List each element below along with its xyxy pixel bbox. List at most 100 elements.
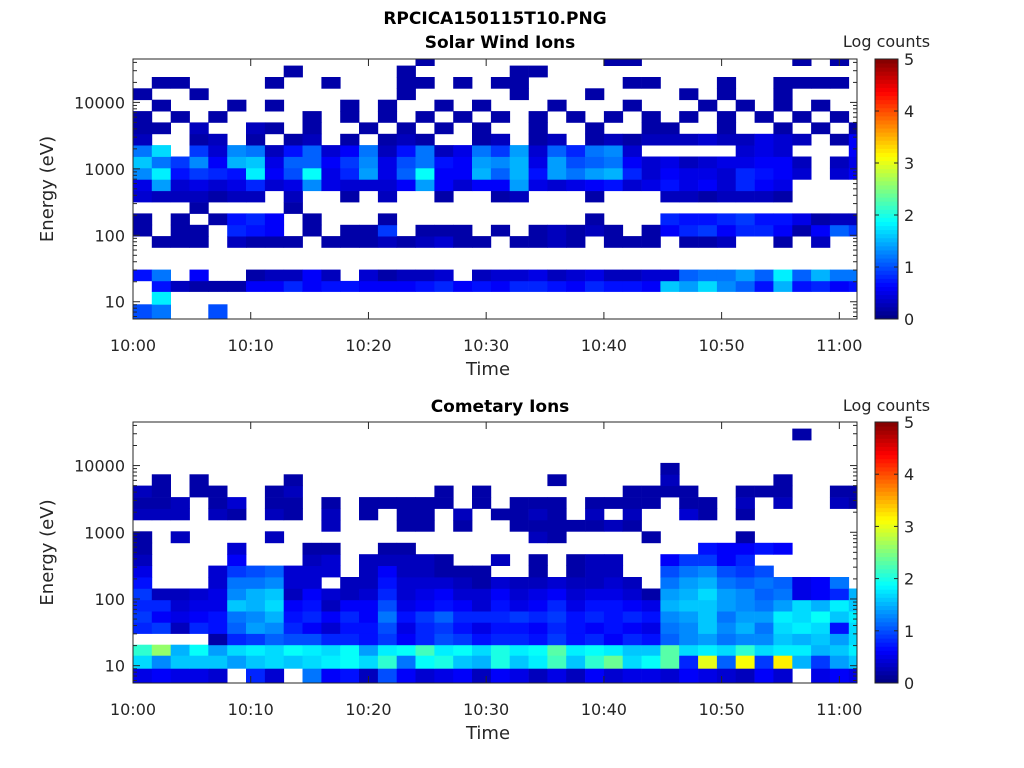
heatmap-cell: [434, 588, 454, 601]
colorbar-segment: [875, 278, 898, 283]
colorbar-segment: [875, 290, 898, 296]
heatmap-cell: [490, 588, 511, 601]
heatmap-cell: [472, 577, 492, 589]
heatmap-cell: [509, 280, 529, 292]
colorbar-tick-label: 5: [904, 50, 914, 69]
heatmap-cell: [170, 156, 190, 169]
heatmap-cell: [698, 611, 718, 623]
heatmap-cell: [679, 280, 699, 292]
heatmap-cell: [359, 577, 379, 589]
heatmap-cell: [585, 88, 605, 101]
colorbar-segment: [875, 314, 898, 320]
heatmap-cell: [246, 577, 266, 589]
heatmap-cell: [246, 280, 266, 292]
colorbar-segment: [875, 274, 898, 279]
heatmap-cell: [396, 577, 416, 589]
heatmap-cell: [603, 577, 624, 589]
heatmap-cell: [151, 588, 171, 601]
heatmap-cell: [415, 156, 435, 169]
heatmap-cell: [735, 179, 755, 192]
heatmap-cell: [340, 190, 360, 203]
heatmap-cell: [359, 122, 379, 135]
heatmap-cell: [453, 588, 473, 601]
heatmap-cell: [133, 269, 153, 282]
heatmap-cell: [735, 565, 755, 578]
heatmap-cell: [359, 633, 379, 646]
heatmap-cell: [848, 224, 858, 237]
heatmap-cell: [698, 269, 718, 282]
heatmap-cell: [189, 167, 209, 180]
heatmap-cell: [264, 236, 285, 248]
heatmap-cell: [472, 611, 492, 623]
heatmap-cell: [528, 280, 548, 292]
heatmap-cell: [170, 497, 190, 509]
heatmap-cell: [246, 145, 266, 157]
heatmap-cell: [773, 88, 793, 101]
heatmap-cell: [302, 565, 322, 578]
heatmap-cell: [792, 213, 812, 226]
heatmap-cell: [622, 519, 642, 532]
heatmap-cell: [283, 655, 303, 669]
heatmap-cell: [377, 156, 398, 169]
heatmap-cell: [547, 622, 567, 634]
colorbar-segment: [875, 221, 898, 227]
heatmap-cell: [754, 485, 774, 498]
heatmap-cell: [509, 644, 529, 656]
colorbar-segment: [875, 466, 898, 472]
heatmap-cell: [829, 644, 850, 656]
heatmap-cell: [434, 565, 454, 578]
heatmap-cell: [698, 179, 718, 192]
colorbar-segment: [875, 119, 898, 125]
colorbar-segment: [875, 597, 898, 602]
heatmap-cell: [170, 190, 190, 203]
colorbar-segment: [875, 156, 898, 162]
heatmap-cell: [754, 644, 774, 656]
colorbar-segment: [875, 646, 898, 651]
heatmap-cell: [698, 133, 718, 146]
colorbar-segment: [875, 589, 898, 594]
heatmap-cell: [246, 565, 266, 578]
colorbar-tick-label: 3: [904, 517, 914, 536]
heatmap-cell: [415, 269, 435, 282]
heatmap-cell: [377, 668, 398, 684]
heatmap-cell: [603, 565, 624, 578]
heatmap-cell: [377, 236, 398, 248]
heatmap-cell: [321, 179, 341, 192]
colorbar-segment: [875, 75, 898, 80]
x-tick-label: 10:10: [228, 336, 274, 355]
heatmap-cell: [133, 224, 153, 237]
heatmap-cell: [716, 133, 737, 146]
heatmap-cell: [679, 156, 699, 169]
heatmap-cell: [622, 99, 642, 112]
colorbar-tick-label: 1: [904, 622, 914, 641]
heatmap-cell: [547, 280, 567, 292]
heatmap-cell: [792, 77, 812, 89]
heatmap-cell: [302, 644, 322, 656]
heatmap-cell: [377, 655, 398, 669]
x-tick-label: 10:50: [699, 700, 745, 719]
heatmap-cell: [773, 655, 793, 669]
x-tick-label: 10:50: [699, 336, 745, 355]
colorbar-segment: [875, 79, 898, 84]
heatmap-cell: [773, 269, 793, 282]
heatmap-cell: [208, 599, 228, 612]
heatmap-cell: [472, 179, 492, 192]
colorbar-segment: [875, 430, 898, 435]
heatmap-cell: [246, 269, 266, 282]
heatmap-cell: [528, 145, 548, 157]
heatmap-cell: [641, 179, 661, 192]
colorbar-segment: [875, 621, 898, 627]
heatmap-cell: [377, 644, 398, 656]
heatmap-cell: [679, 655, 699, 669]
heatmap-cell: [585, 269, 605, 282]
heatmap-cell: [133, 644, 153, 656]
heatmap-cell: [453, 655, 473, 669]
heatmap-cell: [434, 167, 454, 180]
heatmap-cell: [151, 280, 171, 292]
heatmap-cell: [208, 508, 228, 521]
heatmap-cell: [829, 280, 850, 292]
heatmap-cell: [377, 111, 398, 123]
heatmap-cell: [641, 111, 661, 123]
heatmap-cell: [283, 588, 303, 601]
heatmap-cell: [227, 655, 247, 669]
